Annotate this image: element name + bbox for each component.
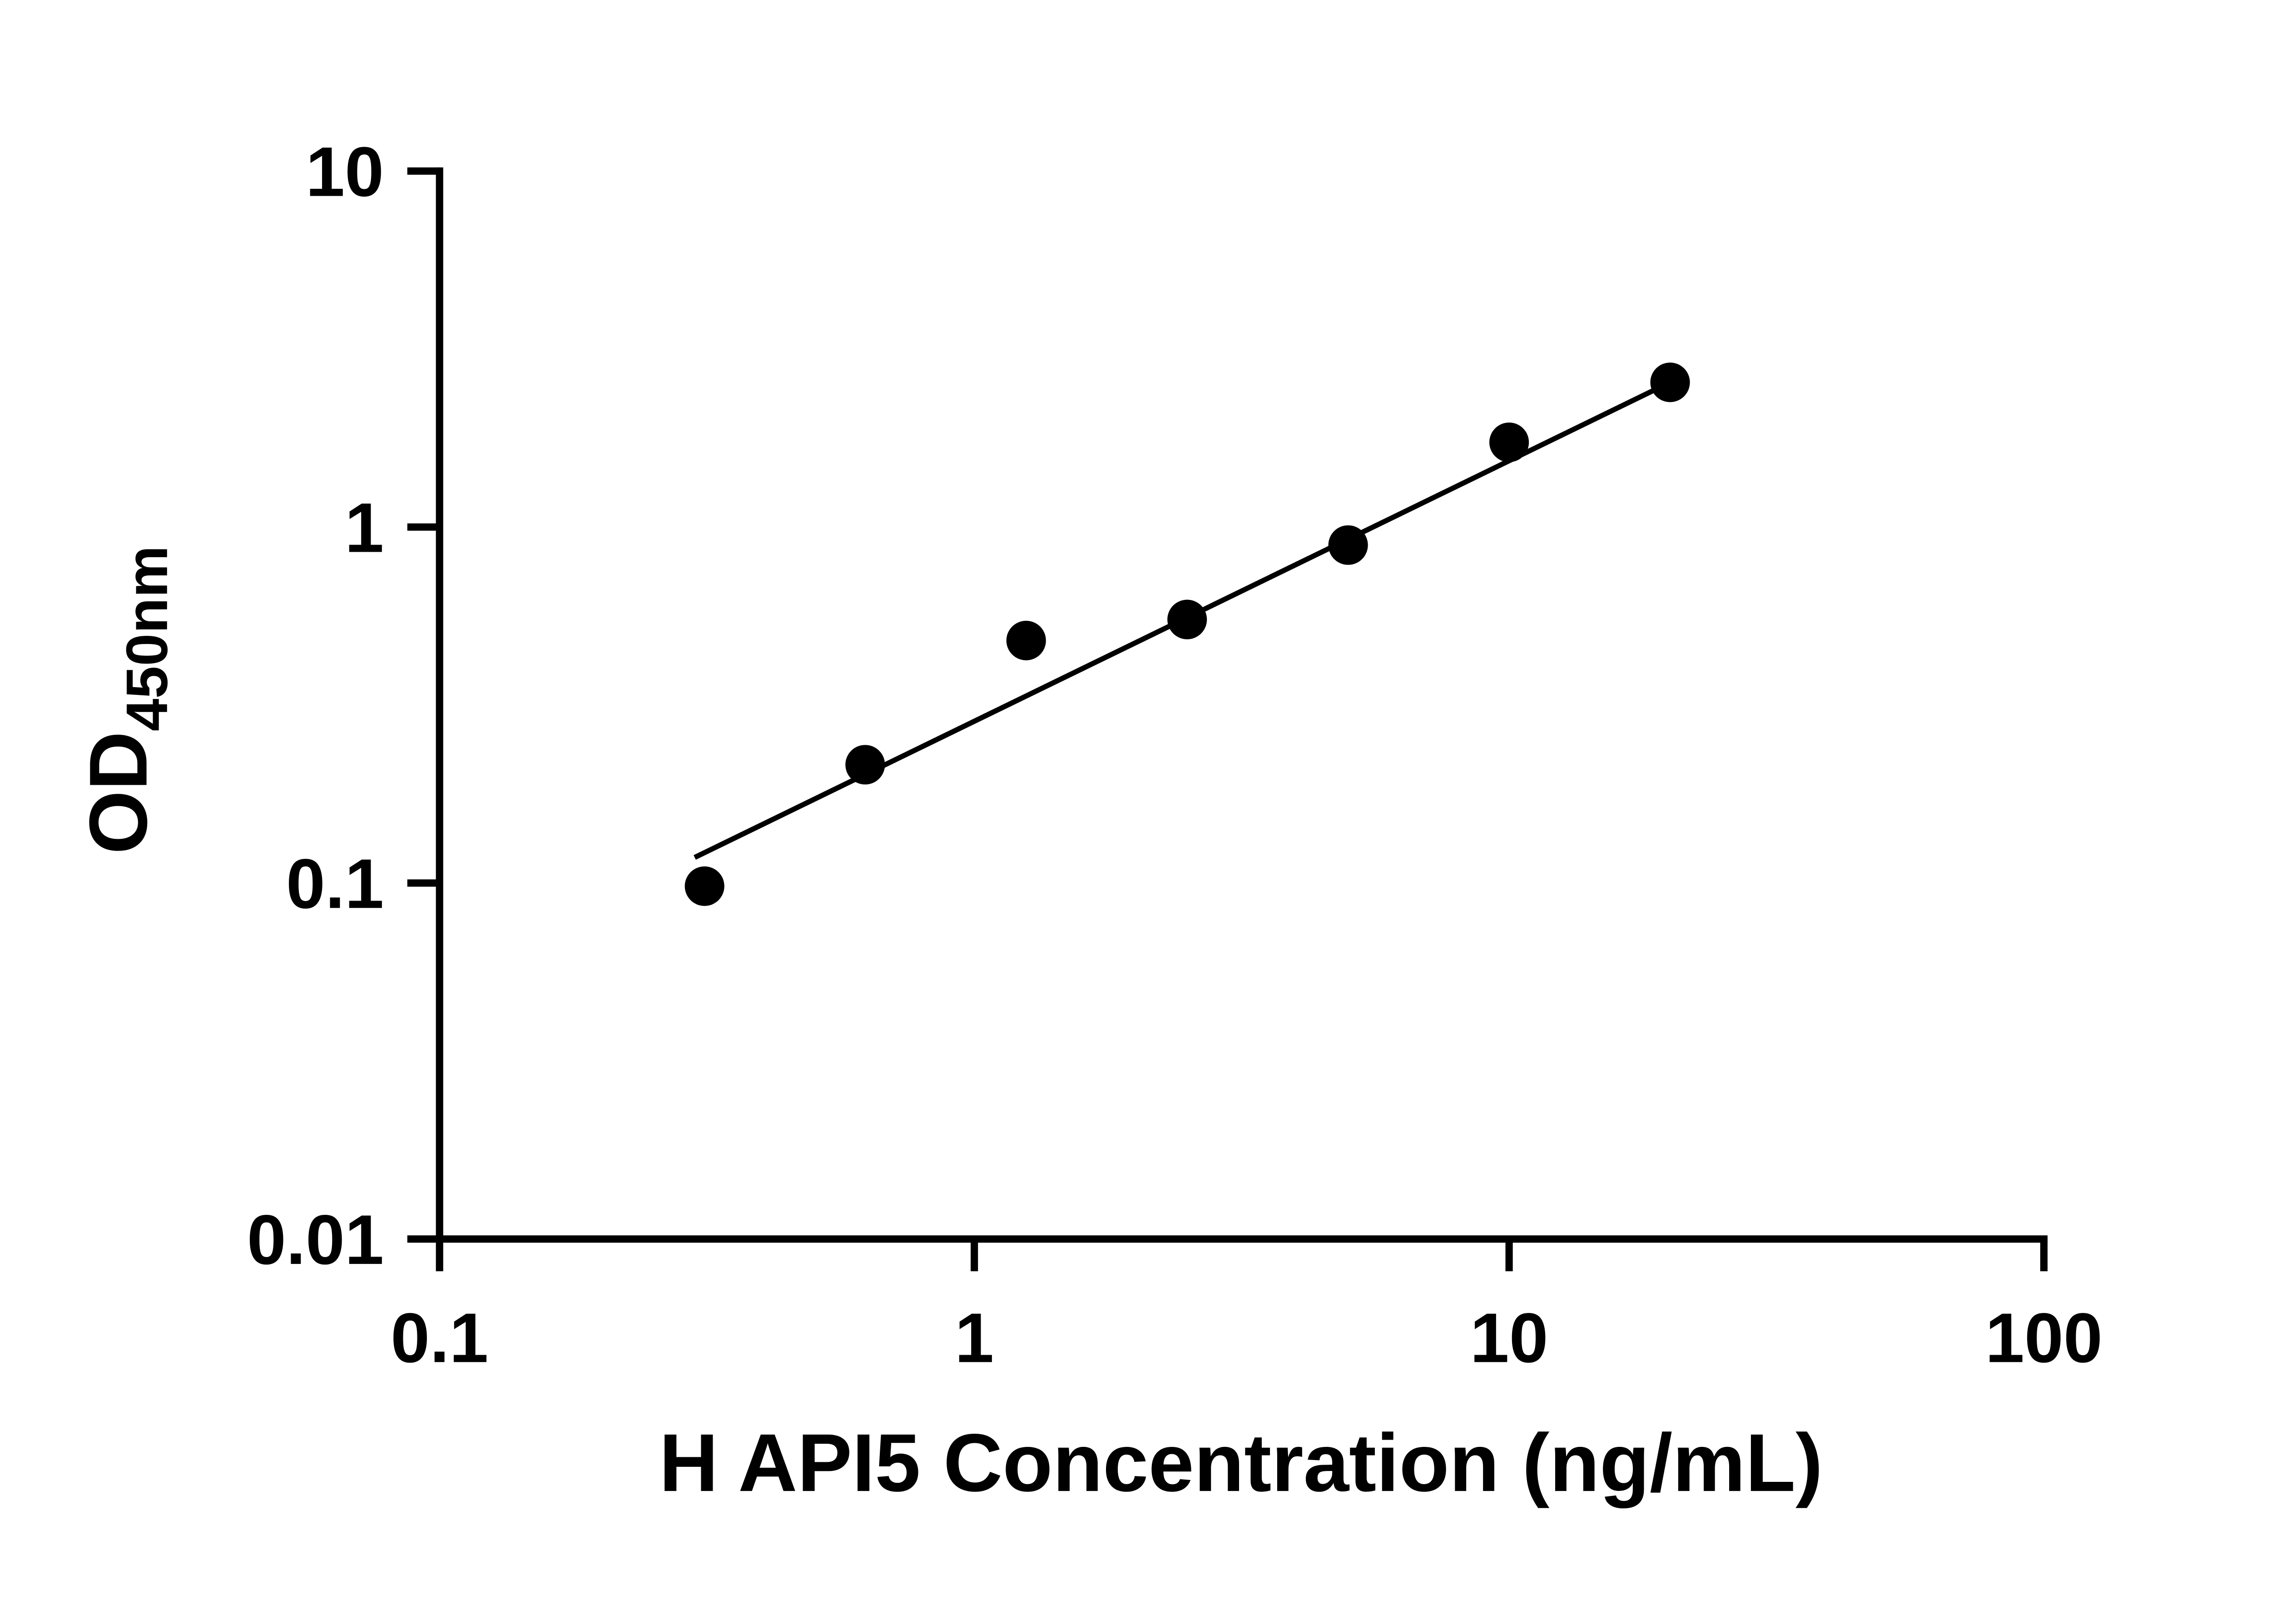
x-tick-label: 1: [955, 1298, 994, 1377]
data-point: [1328, 525, 1368, 565]
x-tick-label: 0.1: [391, 1298, 488, 1377]
data-point: [1489, 422, 1529, 462]
y-axis-label: OD450nm: [73, 545, 180, 854]
data-point: [1006, 620, 1046, 660]
x-axis-label: H API5 Concentration (ng/mL): [659, 1417, 1823, 1509]
data-point: [1650, 362, 1690, 402]
y-tick-label: 10: [306, 133, 384, 211]
data-point: [845, 745, 885, 785]
x-tick-label: 10: [1470, 1298, 1548, 1377]
x-tick-label: 100: [1985, 1298, 2102, 1377]
data-point: [1167, 599, 1207, 639]
y-tick-label: 0.01: [247, 1200, 384, 1279]
y-tick-label: 1: [345, 488, 384, 567]
y-axis-label-subscript: 450nm: [114, 545, 180, 731]
y-tick-label: 0.1: [286, 844, 384, 923]
y-axis-label-main: OD: [73, 731, 164, 854]
data-point: [684, 866, 724, 906]
